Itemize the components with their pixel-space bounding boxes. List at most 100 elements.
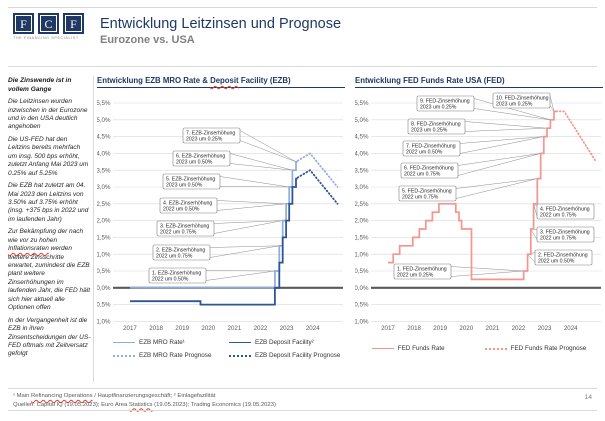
x-tick-label: 2023: [280, 325, 294, 332]
rate-hike-callout: [402, 140, 461, 157]
legend-line-sample: [229, 354, 251, 357]
y-tick-label: 3,5%: [97, 167, 111, 174]
legend-line-sample: [484, 347, 507, 350]
y-tick-label: 4,0%: [355, 151, 369, 158]
legend-line-sample: [113, 342, 135, 343]
x-tick-label: 2022: [512, 325, 526, 332]
y-tick-label: 5,0%: [97, 117, 111, 124]
leader-line: [213, 220, 283, 224]
x-tick-label: 2024: [306, 325, 320, 332]
x-tick-label: 2017: [123, 325, 137, 332]
callout-line2: 2023 um 0.50%: [176, 160, 213, 166]
series-forecast: [296, 152, 339, 188]
fed-rates-chart: 5,5% 5,0% 4,5% 4,0% 3,5% 3,0% 2,5% 2,0% 1,5% 1,0%…: [355, 92, 601, 332]
vertical-divider: [93, 76, 94, 382]
callout-line1: 1. FED-Zinserhöhung: [397, 266, 447, 272]
logo-square: F: [63, 13, 84, 34]
y-tick-label: 5,0%: [355, 117, 369, 124]
sidebar-paragraph: Zur Bekämpfung der nach wie vor zu hohen…: [8, 228, 91, 312]
rate-hike-callout: [162, 173, 221, 190]
callout-leader-lines: [450, 95, 555, 277]
legend-label: EZB MRO Rate¹: [139, 339, 185, 346]
callout-line1: 1. EZB-Zinserhöhung: [152, 270, 201, 276]
callout-line1: 3. FED-Zinserhöhung: [540, 229, 590, 235]
page-subtitle: Eurozone vs. USA: [100, 34, 195, 46]
callout-line2: 2022 um 0.50%: [406, 150, 443, 156]
x-tick-label: 2020: [201, 325, 215, 332]
rate-hike-callout: [534, 249, 593, 266]
text-segment: Die Leitzinsen wurden inzwischen in der …: [8, 98, 88, 131]
page-title: Entwicklung Leitzinsen und Prognose: [100, 16, 342, 32]
rate-hike-callout: [407, 118, 466, 135]
callout-line2: 2023 um 0.25%: [496, 102, 533, 108]
y-tick-label: 3,5%: [355, 167, 369, 174]
y-tick-label: 3,0%: [97, 184, 111, 191]
y-tick-label: 4,5%: [97, 134, 111, 141]
spellcheck-term: Deposit: [210, 76, 239, 85]
text-segment: Die EZB hat zuletzt am 04. Mai 2023 den …: [8, 182, 89, 223]
series-actual: [388, 110, 557, 281]
leader-line: [239, 140, 297, 163]
leader-line: [450, 270, 524, 277]
rate-hike-callout: [172, 150, 231, 167]
callout-line1: 2. FED-Zinserhöhung: [538, 252, 588, 258]
y-tick-label: 1,5%: [97, 235, 111, 242]
logo-square: C: [38, 13, 59, 34]
leader-line: [464, 121, 547, 129]
y-tick-label: 3,0%: [355, 184, 369, 191]
y-tick-label: 4,0%: [97, 151, 111, 158]
legend-item: FED Funds Rate: [371, 345, 445, 352]
rate-hike-callout: [400, 162, 459, 179]
rate-hike-callout: [416, 95, 475, 112]
rate-hike-callout: [156, 220, 215, 237]
y-tick-label: 2,0%: [97, 218, 111, 225]
y-tick-label: 5,5%: [355, 100, 369, 107]
spellcheck-term: Refinancing Operations: [31, 393, 93, 399]
text-segment: Die US-FED hat den Leitzins bereits mehr…: [8, 135, 89, 177]
rate-hike-callout: [159, 197, 218, 214]
text-segment: Zur Bekämpfung der nach wie vor zu hohen: [8, 228, 84, 244]
callout-line2: 2022 um 0.75%: [160, 230, 197, 236]
footer: ¹ Main Refinancing Operations / Hauptfin…: [13, 392, 276, 409]
callout-line2: 2023 um 0.25%: [411, 128, 448, 134]
leader-line: [229, 163, 293, 171]
legend-label: EZB Deposit Facility²: [255, 339, 314, 346]
leader-line: [455, 178, 538, 199]
leader-line: [209, 245, 280, 258]
callout-line1: 5. FED-Zinserhöhung: [402, 188, 452, 194]
y-tick-label: 1,0%: [355, 251, 369, 258]
callout-line1: 7. FED-Zinserhöhung: [406, 143, 456, 149]
y-tick-label: 0,0%: [97, 285, 111, 292]
rate-hike-callout: [152, 244, 211, 261]
rate-hike-callout: [398, 185, 457, 202]
rate-hike-callout: [182, 127, 241, 144]
y-tick-label: -0,5%: [97, 302, 111, 309]
text-segment: Entwicklung EZB MRO Rate &: [97, 76, 211, 85]
chart-title-ezb: Entwicklung EZB MRO Rate & Deposit Facil…: [97, 76, 345, 88]
sources-line: Quellen: Capital IQ (19.05.2023); Euro A…: [13, 401, 276, 410]
x-tick-label: 2018: [407, 325, 421, 332]
chart-panel-ezb: Entwicklung EZB MRO Rate & Deposit Facil…: [97, 76, 345, 359]
y-tick-label: 5,5%: [97, 100, 111, 107]
callout-line1: 3. EZB-Zinserhöhung: [160, 223, 209, 229]
callout-line2: 2022 um 0.50%: [538, 259, 575, 265]
spellcheck-term: Statistics: [128, 401, 153, 408]
legend-line-sample: [229, 342, 251, 343]
ezb-rates-chart: 5,5% 5,0% 4,5% 4,0% 3,5% 3,0% 2,5% 2,0% 1,5% 1,0%…: [97, 100, 343, 332]
leader-line: [455, 178, 538, 189]
leader-line: [549, 95, 555, 112]
callout-line1: 10. FED-Zinserhöhung: [496, 95, 549, 101]
leader-line: [457, 153, 541, 166]
legend-item: EZB MRO Rate¹: [113, 339, 229, 346]
callout-line2: 2022 um 0.75%: [540, 213, 577, 219]
text-segment: ¹ Main: [13, 393, 32, 399]
y-tick-label: -0,5%: [355, 302, 369, 309]
callout-line2: 2023 um 0.25%: [420, 105, 457, 111]
rate-hike-callout: [492, 92, 551, 109]
x-tick-label: 2024: [564, 325, 578, 332]
callout-line1: 8. FED-Zinserhöhung: [411, 121, 461, 127]
x-tick-label: 2023: [538, 325, 552, 332]
